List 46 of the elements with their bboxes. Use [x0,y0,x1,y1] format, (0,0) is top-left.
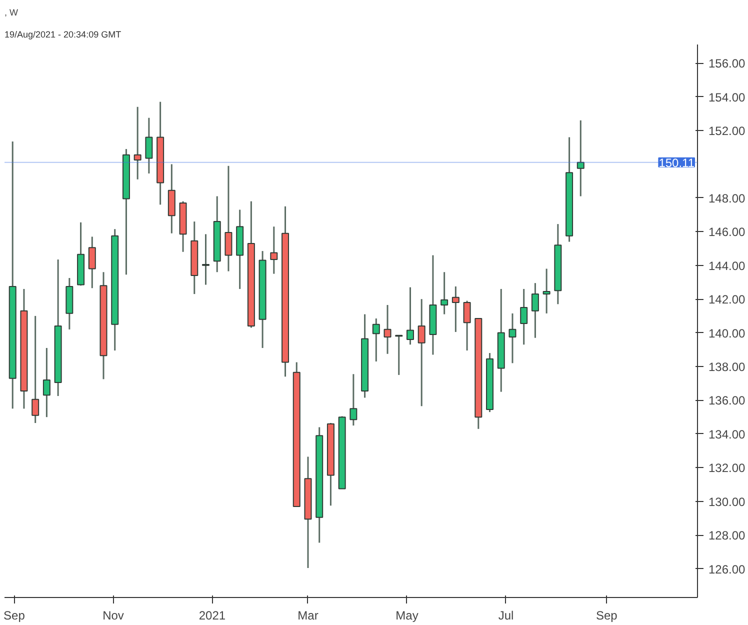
candlestick [134,106,142,180]
x-tick-label: May [396,608,418,622]
candlestick [270,226,278,275]
candlestick [372,318,380,362]
text: 19/Aug/2021 - 20:34:09 GMT [4,30,122,40]
x-tick-label: Mar [298,608,318,622]
candlestick [463,300,471,352]
candlestick [224,165,232,272]
y-tick-label: 144.00 [708,258,746,273]
ref-line-label: 150.11 [658,156,695,170]
x-tick-label: Sep [4,608,26,622]
y-tick-label: 128.00 [708,528,746,543]
candlestick [42,347,50,418]
y-tick-label: 146.00 [708,225,746,240]
x-tick-label: Nov [102,608,124,622]
y-tick-label: 142.00 [708,292,746,307]
x-tick-label: Sep [596,608,618,622]
y-tick-label: 134.00 [708,427,746,442]
chart-title: , W [4,8,18,18]
x-tick-label: 2021 [198,608,226,622]
y-tick-label: 154.00 [708,90,746,104]
y-tick-label: 148.00 [708,191,746,206]
candlestick [440,271,448,316]
candlestick [508,312,516,364]
candlestick [145,117,153,174]
y-tick-label: 156.00 [708,56,746,71]
candlestick [406,286,414,346]
y-tick-label: 136.00 [708,394,746,408]
y-tick-label: 130.00 [708,494,746,509]
y-tick-label: 126.00 [708,562,746,576]
y-tick-label: 138.00 [708,360,746,374]
candlestick [452,286,460,333]
candlestick [88,236,96,289]
y-tick-label: 152.00 [708,124,746,138]
candlestick [350,373,358,426]
candlestick [418,298,426,407]
candlestick [542,268,550,314]
candlestick [520,288,528,346]
candlestick [202,233,210,286]
x-tick-label: Jul [498,608,514,622]
candlestick [384,304,392,355]
y-tick-label: 132.00 [708,461,746,476]
candlestick [576,120,584,197]
candlestick [531,282,539,339]
candlestick [32,315,40,424]
y-tick-label: 140.00 [708,326,746,340]
